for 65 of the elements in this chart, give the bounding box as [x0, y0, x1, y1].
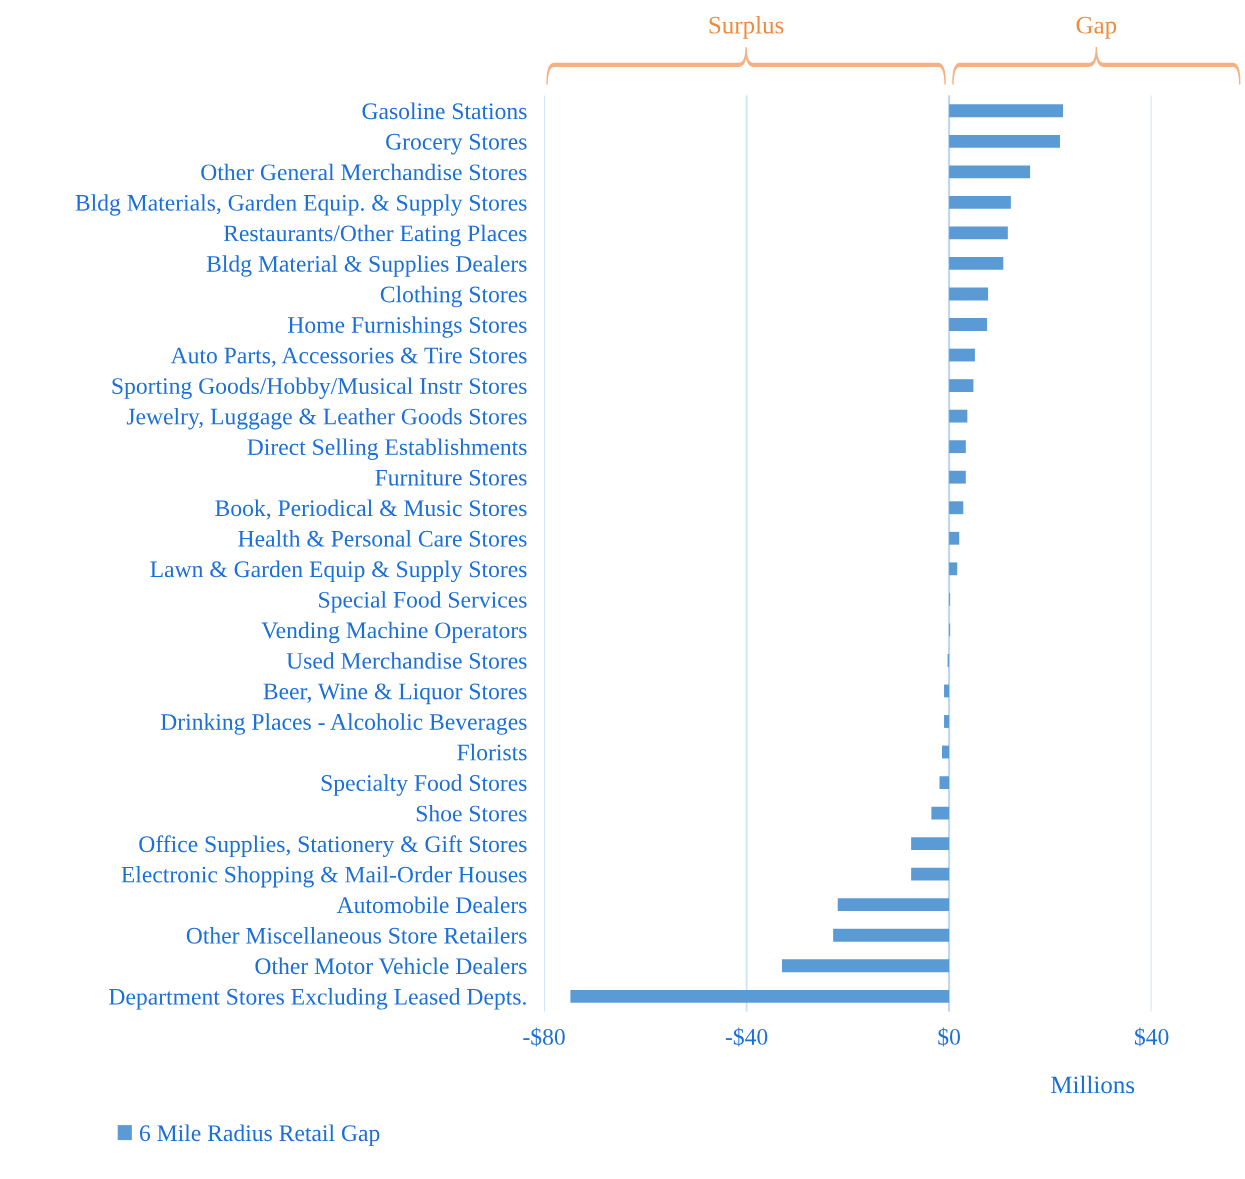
bar — [949, 165, 1031, 179]
bar — [782, 959, 950, 973]
y-tick-label: Home Furnishings Stores — [288, 316, 527, 338]
bar — [949, 470, 966, 484]
y-tick-label: Direct Selling Establishments — [247, 438, 527, 460]
bar — [949, 257, 1004, 270]
y-tick-label: Department Stores Excluding Leased Depts. — [109, 988, 526, 1010]
y-tick-label: Other General Merchandise Stores — [201, 163, 527, 181]
y-tick-label: Vending Machine Operators — [261, 621, 527, 644]
bar — [949, 104, 1064, 118]
bar — [837, 898, 950, 912]
bar — [911, 837, 950, 851]
bar — [949, 318, 988, 331]
x-tick-label: -$40 — [725, 1027, 768, 1047]
y-tick-label: Clothing Stores — [380, 285, 527, 308]
bar — [949, 195, 1011, 209]
bar — [949, 409, 968, 423]
y-tick-label: Automobile Dealers — [336, 896, 527, 914]
y-tick-label: Sporting Goods/Hobby/Musical Instr Stores — [112, 377, 527, 399]
y-tick-label: Bldg Material & Supplies Dealers — [206, 255, 527, 277]
bar — [949, 562, 958, 576]
y-tick-label: Auto Parts, Accessories & Tire Stores — [170, 347, 527, 367]
y-tick-label: Book, Periodical & Music Stores — [215, 499, 527, 520]
bar — [944, 715, 950, 728]
bar — [570, 989, 950, 1003]
y-tick-label: Special Food Services — [319, 591, 527, 613]
legend-label: 6 Mile Radius Retail Gap — [139, 1124, 380, 1146]
bar — [942, 745, 950, 759]
y-tick-label: Health & Personal Care Stores — [238, 530, 527, 547]
y-tick-label: Shoe Stores — [416, 804, 527, 822]
y-tick-label: Grocery Stores — [386, 133, 527, 155]
bar — [949, 440, 966, 454]
bar — [944, 684, 950, 698]
y-tick-label: Beer, Wine & Liquor Stores — [263, 683, 527, 705]
text: Gap — [1076, 16, 1117, 39]
y-tick-label: Bldg Materials, Garden Equip. & Supply Stores — [75, 194, 527, 216]
bar — [949, 501, 964, 515]
x-tick-label: -$80 — [523, 1027, 565, 1047]
bar — [949, 531, 960, 545]
y-tick-label: Gasoline Stations — [362, 102, 527, 120]
y-tick-label: Other Miscellaneous Store Retailers — [186, 927, 527, 944]
bar — [949, 134, 1060, 148]
bar — [949, 348, 975, 362]
bar — [949, 287, 989, 301]
bar — [949, 379, 974, 392]
bar — [949, 226, 1008, 240]
y-tick-label: Florists — [457, 743, 527, 761]
y-tick-label: Furniture Stores — [375, 469, 527, 486]
text: Surplus — [709, 16, 784, 39]
x-tick-label: $0 — [938, 1027, 961, 1047]
x-axis-title: Millions — [1051, 1075, 1135, 1094]
bar — [939, 776, 950, 789]
y-tick-label: Lawn & Garden Equip & Supply Stores — [150, 560, 527, 583]
y-tick-label: Jewelry, Luggage & Leather Goods Stores — [126, 407, 527, 430]
y-tick-label: Restaurants/Other Eating Places — [223, 224, 527, 247]
y-tick-label: Specialty Food Stores — [321, 774, 527, 796]
bar — [931, 806, 950, 820]
y-tick-label: Drinking Places - Alcoholic Beverages — [160, 713, 527, 735]
y-tick-label: Electronic Shopping & Mail-Order Houses — [121, 865, 527, 888]
y-tick-label: Other Motor Vehicle Dealers — [255, 957, 527, 975]
x-tick-label: $40 — [1134, 1027, 1169, 1047]
y-tick-label: Office Supplies, Stationery & Gift Stores — [139, 835, 527, 858]
y-tick-label: Used Merchandise Stores — [286, 652, 527, 669]
bar — [911, 867, 950, 881]
bar — [833, 928, 950, 942]
